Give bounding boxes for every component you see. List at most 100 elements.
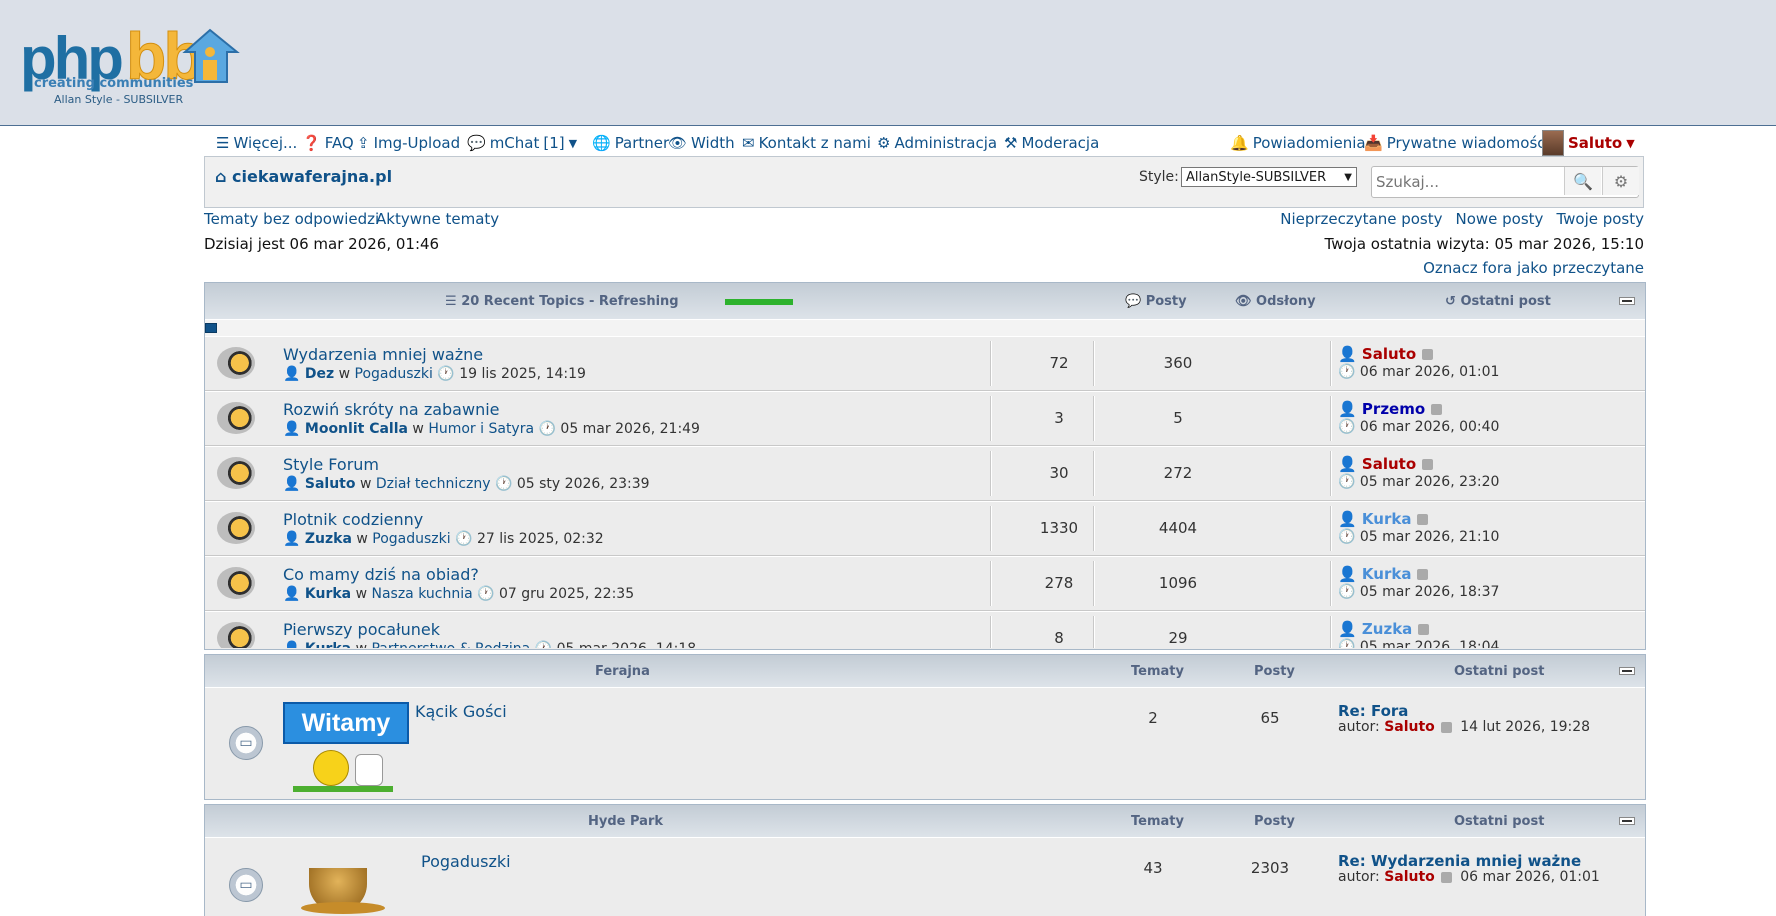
clock-icon: 🕐 [477, 586, 495, 602]
topic-author[interactable]: Moonlit Calla [304, 421, 408, 437]
partner-link[interactable]: 🌐 Partner [592, 134, 669, 152]
topic-announcement-icon [217, 402, 257, 436]
phpbb-logo[interactable]: php bb creating communities Allan Style … [20, 10, 245, 110]
gear-icon: ⚙ [1613, 171, 1629, 191]
unread-posts-link[interactable]: Nieprzeczytane posty [1280, 210, 1443, 228]
go-to-post-icon[interactable] [1417, 569, 1429, 580]
forum-link[interactable]: Kącik Gości [415, 702, 507, 721]
pm-link[interactable]: 📥 Prywatne wiadomości [1364, 134, 1550, 152]
col-posts-label: Posty [1145, 294, 1187, 309]
topic-forum-link[interactable]: Pogaduszki [354, 366, 433, 382]
col-last-post: Ostatni post [1454, 814, 1545, 829]
topic-date: 05 mar 2026, 14:18 [557, 641, 697, 648]
last-post-user-link[interactable]: Przemo [1361, 400, 1426, 418]
col-topics: Tematy [1131, 664, 1184, 679]
go-to-post-icon[interactable] [1422, 459, 1434, 470]
faq-link[interactable]: ❓ FAQ [302, 134, 354, 152]
category-title[interactable]: Ferajna [595, 664, 650, 679]
go-to-post-icon[interactable] [1431, 404, 1443, 415]
notifications-link[interactable]: 🔔 Powiadomienia [1230, 134, 1366, 152]
active-topics-link[interactable]: Aktywne tematy [376, 210, 500, 228]
last-post-user-link[interactable]: Kurka [1361, 510, 1412, 528]
topic-author[interactable]: Dez [304, 366, 335, 382]
divider [1330, 616, 1332, 648]
topic-author[interactable]: Zuzka [304, 531, 352, 547]
divider [1330, 396, 1332, 441]
forum-row: ▭ Witamy Kącik Gości 2 65 Re: Fora autor… [205, 688, 1645, 798]
recent-topics-title: ☰ 20 Recent Topics - Refreshing [445, 294, 679, 309]
col-posts: Posty [1254, 814, 1295, 829]
topic-row: Wydarzenia mniej ważne 👤 Dez w Pogaduszki… [205, 336, 1645, 391]
last-post-user-link[interactable]: Kurka [1361, 565, 1412, 583]
last-post-date: 🕐 05 mar 2026, 18:04 [1338, 639, 1499, 648]
go-to-post-icon[interactable] [1418, 624, 1430, 635]
topic-forum-link[interactable]: Partnerstwo & Rodzina [371, 641, 530, 648]
divider [1330, 341, 1332, 386]
user-menu[interactable]: Saluto ▼ [1542, 130, 1635, 156]
collapse-toggle-icon[interactable] [205, 323, 217, 333]
topic-author[interactable]: Saluto [304, 476, 356, 492]
topic-forum-link[interactable]: Humor i Satyra [428, 421, 535, 437]
go-to-post-icon[interactable] [1440, 871, 1452, 883]
new-posts-link[interactable]: Nowe posty [1455, 210, 1544, 228]
advanced-search-button[interactable]: ⚙ [1602, 167, 1639, 195]
admin-link[interactable]: ⚙ Administracja [877, 134, 997, 152]
topic-meta: 👤 Kurka w Partnerstwo & Rodzina 🕐 05 mar… [283, 641, 696, 648]
img-upload-link[interactable]: ⇪ Img-Upload [357, 134, 460, 152]
breadcrumb-home[interactable]: ⌂ ciekawaferajna.pl [215, 167, 392, 186]
collapse-button[interactable] [1619, 667, 1635, 675]
last-post-user-link[interactable]: Saluto [1361, 455, 1417, 473]
user-icon: 👤 [1338, 400, 1357, 418]
last-post-user-link[interactable]: Zuzka [1361, 620, 1413, 638]
topic-title-link[interactable]: Plotnik codzienny [283, 510, 424, 529]
style-select[interactable]: AllanStyle-SUBSILVER ▼ [1181, 167, 1357, 187]
topic-author[interactable]: Kurka [304, 586, 352, 602]
chevron-down-icon: ▼ [1344, 171, 1352, 183]
unanswered-link[interactable]: Tematy bez odpowiedzi [204, 210, 380, 228]
contact-link[interactable]: ✉ Kontakt z nami [742, 134, 871, 152]
topic-forum-link[interactable]: Dział techniczny [375, 476, 491, 492]
last-post-date: 🕐 05 mar 2026, 23:20 [1338, 474, 1499, 490]
topic-title-link[interactable]: Style Forum [283, 455, 379, 474]
topic-forum-link[interactable]: Nasza kuchnia [371, 586, 473, 602]
last-post-user[interactable]: Saluto [1384, 869, 1435, 885]
topic-title-link[interactable]: Pierwszy pocałunek [283, 620, 441, 639]
forum-link[interactable]: Pogaduszki [421, 852, 511, 871]
moderation-link[interactable]: ⚒ Moderacja [1004, 134, 1099, 152]
user-icon: 👤 [1338, 510, 1357, 528]
topic-author[interactable]: Kurka [305, 641, 351, 648]
go-to-post-icon[interactable] [1417, 514, 1429, 525]
question-icon: ❓ [302, 134, 321, 152]
topic-title-link[interactable]: Wydarzenia mniej ważne [283, 345, 484, 364]
topic-title-link[interactable]: Co mamy dziś na obiad? [283, 565, 479, 584]
your-posts-link[interactable]: Twoje posty [1556, 210, 1644, 228]
divider [1093, 561, 1095, 606]
notifications-label: Powiadomienia [1252, 134, 1366, 152]
divider [1093, 506, 1095, 551]
clock-icon: 🕐 [494, 476, 513, 492]
topic-forum-link[interactable]: Pogaduszki [372, 531, 451, 547]
clock-icon: 🕐 [1338, 584, 1356, 600]
search-button[interactable]: 🔍 [1564, 167, 1601, 195]
category-title[interactable]: Hyde Park [588, 814, 664, 829]
last-post-link[interactable]: Re: Wydarzenia mniej ważne [1338, 852, 1582, 870]
more-menu[interactable]: ☰ Więcej... [216, 134, 297, 152]
category-ferajna-header: Ferajna Tematy Posty Ostatni post [205, 655, 1645, 688]
width-link[interactable]: 👁 Width [668, 134, 735, 152]
mark-forums-read-link[interactable]: Oznacz fora jako przeczytane [1423, 259, 1644, 277]
views-count: 29 [1168, 629, 1188, 647]
collapse-button[interactable] [1619, 817, 1635, 825]
go-to-post-icon[interactable] [1422, 349, 1434, 360]
hamburger-icon: ☰ [216, 134, 230, 152]
topic-title-link[interactable]: Rozwiń skróty na zabawnie [283, 400, 500, 419]
last-post-user-link[interactable]: Saluto [1361, 345, 1417, 363]
eye-icon: 👁 [668, 134, 688, 152]
collapse-button[interactable] [1619, 297, 1635, 305]
last-post-user: 👤 Przemo [1338, 400, 1443, 418]
last-post-link[interactable]: Re: Fora [1338, 702, 1409, 720]
views-count: 5 [1173, 409, 1183, 427]
go-to-post-icon[interactable] [1440, 721, 1452, 733]
last-post-user[interactable]: Saluto [1384, 719, 1435, 735]
mchat-link[interactable]: 💬 mChat [1] ▼ [467, 134, 577, 152]
search-input[interactable] [1372, 167, 1566, 197]
